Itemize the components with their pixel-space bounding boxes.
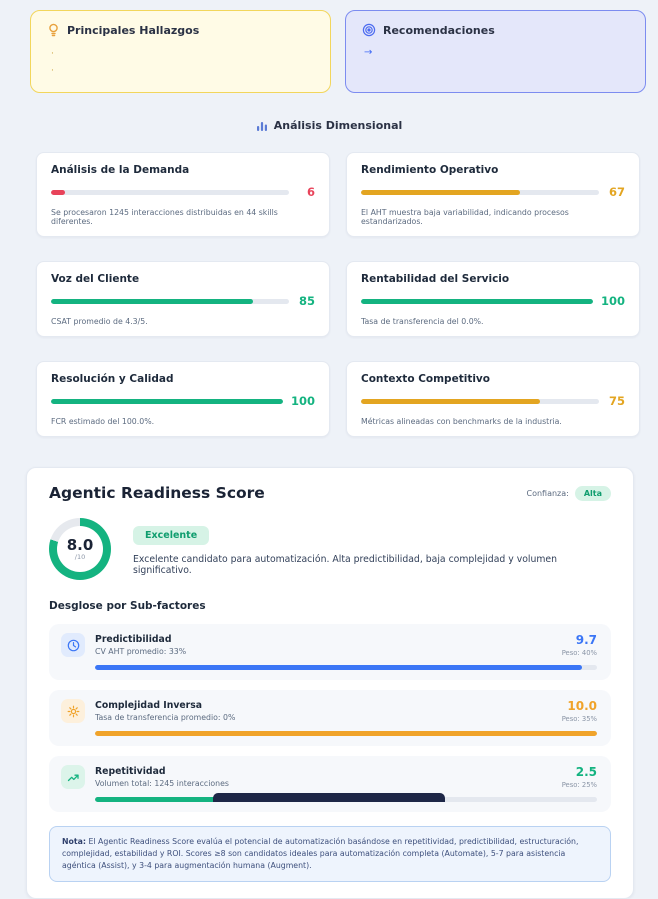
dimension-description: FCR estimado del 100.0%. (51, 417, 155, 427)
findings-list: · · (47, 46, 314, 80)
subfactor-row: Predictibilidad CV AHT promedio: 33% 9.7… (49, 624, 611, 681)
trend-up-icon (61, 765, 85, 790)
gear-icon (61, 699, 85, 724)
note-text: Nota: El Agentic Readiness Score evalúa … (62, 836, 598, 872)
dimension-title: Resolución y Calidad (51, 373, 174, 386)
dimension-card: Contexto Competitivo 75 Métricas alinead… (346, 361, 640, 438)
note-label: Nota: (62, 837, 86, 847)
recommendations-card: Recomendaciones → (345, 10, 646, 94)
note-body: El Agentic Readiness Score evalúa el pot… (62, 837, 579, 871)
findings-card: Principales Hallazgos · · (30, 10, 331, 94)
dimension-card: Rendimiento Operativo 67 El AHT muestra … (346, 152, 640, 238)
dimension-score: 100 (290, 394, 315, 409)
subfactor-title: Repetitividad (95, 766, 166, 778)
top-cards: Principales Hallazgos · · Recomendacione… (30, 10, 646, 94)
dimension-description: Se procesaron 1245 interacciones distrib… (51, 208, 278, 227)
section-title: Análisis Dimensional (273, 119, 403, 133)
recommendation-arrow: → (364, 47, 373, 58)
note-box: Nota: El Agentic Readiness Score evalúa … (49, 826, 611, 883)
findings-title: Principales Hallazgos (67, 24, 200, 37)
bar-chart-icon (256, 120, 268, 132)
dimension-title: Análisis de la Demanda (51, 164, 190, 177)
bottom-bar (213, 793, 445, 802)
dimension-description: El AHT muestra baja variabilidad, indica… (361, 208, 569, 227)
dimension-score: 75 (608, 394, 625, 409)
subfactor-subtitle: Tasa de transferencia promedio: 0% (95, 713, 236, 723)
readiness-description: Excelente candidato para automatización.… (133, 553, 558, 576)
subfactor-subtitle: Volumen total: 1245 interacciones (95, 779, 229, 789)
confidence-badge: Alta (574, 485, 611, 501)
findings-bullet: · (51, 66, 54, 77)
dimension-score: 6 (306, 185, 315, 200)
subfactor-bar (95, 665, 597, 671)
score-gauge: 8.0 /10 (49, 518, 111, 581)
dimension-score: 67 (608, 185, 625, 200)
dimension-card: Análisis de la Demanda 6 Se procesaron 1… (36, 152, 330, 238)
dimension-score: 85 (298, 294, 315, 309)
dimension-bar (51, 298, 289, 304)
score-value: 8.0 (66, 536, 94, 555)
score-max: /10 (74, 552, 86, 561)
subfactor-title: Complejidad Inversa (95, 700, 203, 712)
dimensions-grid: Análisis de la Demanda 6 Se procesaron 1… (36, 152, 640, 438)
subfactor-weight: Peso: 40% (561, 649, 597, 658)
confidence-label: Confianza: (526, 488, 569, 498)
subfactor-row: Complejidad Inversa Tasa de transferenci… (49, 690, 611, 747)
dimension-score: 100 (600, 294, 625, 309)
rating-badge: Excelente (133, 525, 210, 545)
target-icon (362, 23, 376, 37)
subfactor-weight: Peso: 25% (561, 781, 597, 790)
subfactor-bar (95, 731, 597, 737)
recommendations-title: Recomendaciones (383, 23, 495, 37)
subfactor-score: 9.7 (575, 633, 597, 648)
dimension-title: Rentabilidad del Servicio (361, 273, 510, 286)
readiness-card: Agentic Readiness Score Confianza: Alta … (26, 467, 634, 899)
dimension-description: Tasa de transferencia del 0.0%. (361, 317, 484, 327)
subfactors-title: Desglose por Sub-factores (49, 600, 206, 613)
readiness-title: Agentic Readiness Score (49, 484, 265, 503)
subfactor-title: Predictibilidad (95, 634, 172, 646)
findings-bullet: · (51, 49, 54, 59)
section-header: Análisis Dimensional (0, 119, 658, 132)
clock-icon (61, 633, 85, 658)
dimension-bar (51, 398, 283, 404)
dimension-title: Voz del Cliente (51, 273, 140, 286)
subfactor-subtitle: CV AHT promedio: 33% (95, 647, 187, 657)
dimension-card: Resolución y Calidad 100 FCR estimado de… (36, 361, 330, 438)
subfactor-row: Repetitividad Volumen total: 1245 intera… (49, 756, 611, 813)
lightbulb-icon (47, 23, 60, 38)
subfactor-weight: Peso: 35% (561, 715, 597, 724)
dimension-bar (51, 189, 289, 195)
dimension-card: Rentabilidad del Servicio 100 Tasa de tr… (346, 261, 640, 338)
dimension-bar (361, 398, 599, 404)
dimension-bar (361, 298, 593, 304)
dimension-description: Métricas alineadas con benchmarks de la … (361, 417, 562, 427)
subfactor-score: 10.0 (567, 699, 597, 714)
dimension-card: Voz del Cliente 85 CSAT promedio de 4.3/… (36, 261, 330, 338)
dimension-description: CSAT promedio de 4.3/5. (51, 317, 148, 327)
dimension-bar (361, 189, 599, 195)
dimension-title: Contexto Competitivo (361, 373, 490, 386)
subfactor-score: 2.5 (575, 765, 597, 780)
dimension-title: Rendimiento Operativo (361, 164, 499, 177)
